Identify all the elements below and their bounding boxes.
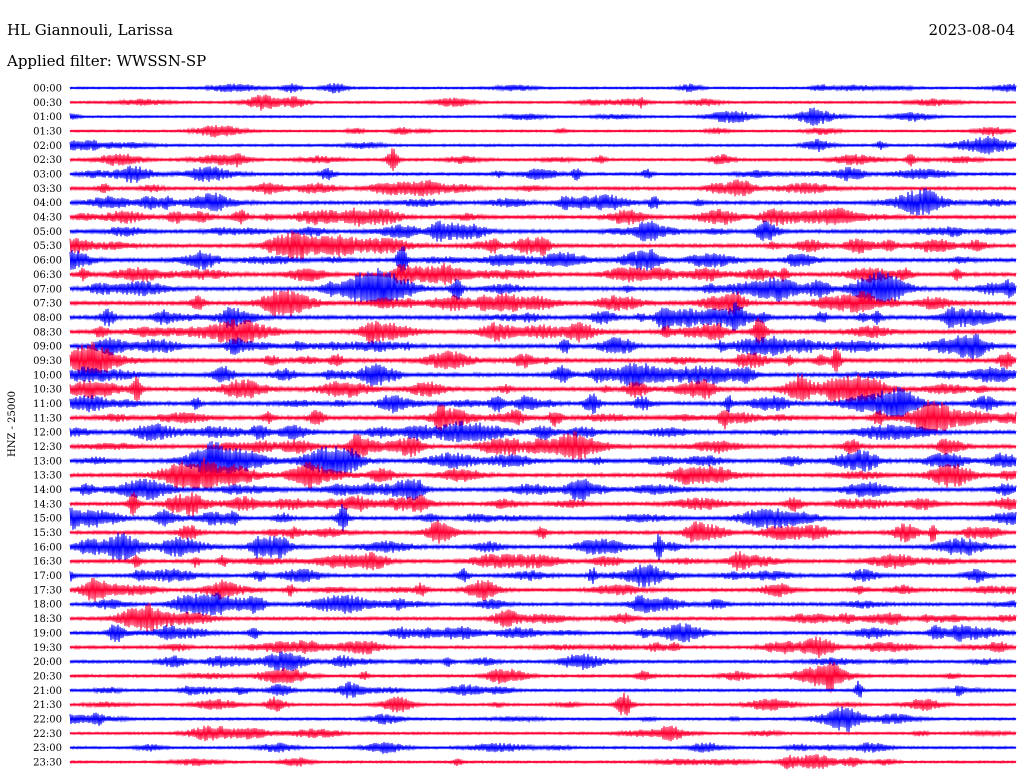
trace-row	[69, 333, 1017, 361]
time-tick-label: 03:00	[33, 170, 62, 181]
time-tick-label: 09:00	[33, 342, 62, 353]
time-tick-label: 16:00	[33, 542, 62, 553]
time-tick-label: 10:00	[33, 370, 62, 381]
filter-label: Applied filter: WWSSN-SP	[6, 52, 206, 70]
trace-row	[69, 592, 1017, 616]
time-tick-label: 06:00	[33, 256, 62, 267]
time-tick-label: 19:00	[33, 628, 62, 639]
trace-row	[69, 262, 1017, 285]
time-tick-label: 03:30	[33, 184, 62, 195]
trace-row	[69, 363, 1017, 389]
time-tick-label: 04:30	[33, 213, 62, 224]
time-tick-label: 07:30	[33, 299, 62, 310]
trace-row	[69, 457, 1017, 491]
time-tick-label: 17:00	[33, 571, 62, 582]
time-tick-label: 14:30	[33, 499, 62, 510]
time-tick-label: 18:00	[33, 600, 62, 611]
time-tick-label: 06:30	[33, 270, 62, 281]
time-tick-label: 08:00	[33, 313, 62, 324]
time-tick-label: 02:30	[33, 155, 62, 166]
trace-row	[69, 373, 1017, 405]
time-tick-label: 08:30	[33, 327, 62, 338]
time-tick-label: 20:00	[33, 657, 62, 668]
time-tick-label: 12:00	[33, 428, 62, 439]
time-tick-label: 19:30	[33, 643, 62, 654]
time-tick-label: 22:30	[33, 729, 62, 740]
trace-row	[69, 577, 1017, 602]
time-tick-label: 21:30	[33, 700, 62, 711]
trace-row	[69, 431, 1017, 462]
time-tick-label: 10:30	[33, 385, 62, 396]
time-tick-label: 11:00	[33, 399, 62, 410]
seismic-traces	[69, 82, 1017, 770]
trace-row	[69, 478, 1017, 502]
time-tick-label: 00:30	[33, 98, 62, 109]
trace-row	[69, 492, 1017, 517]
time-tick-label: 12:30	[33, 442, 62, 453]
time-tick-label: 00:00	[33, 84, 62, 95]
time-tick-label: 11:30	[33, 413, 62, 424]
time-tick-label: 13:30	[33, 471, 62, 482]
time-tick-labels: 00:00 00:30 01:00 01:30 02:00 02:30 03:00 03:30…	[33, 84, 62, 769]
time-tick-label: 22:00	[33, 714, 62, 725]
time-tick-label: 20:30	[33, 671, 62, 682]
time-tick-label: 05:30	[33, 241, 62, 252]
trace-row	[69, 441, 1017, 477]
time-tick-label: 17:30	[33, 585, 62, 596]
time-tick-label: 16:30	[33, 557, 62, 568]
time-tick-label: 15:30	[33, 528, 62, 539]
time-tick-label: 01:00	[33, 112, 62, 123]
trace-row	[69, 661, 1017, 693]
time-tick-label: 15:00	[33, 514, 62, 525]
time-tick-label: 13:00	[33, 456, 62, 467]
time-tick-label: 23:30	[33, 757, 62, 768]
time-tick-label: 18:30	[33, 614, 62, 625]
time-tick-label: 01:30	[33, 127, 62, 138]
time-tick-label: 05:00	[33, 227, 62, 238]
station-title: HL Giannouli, Larissa	[7, 21, 173, 39]
trace-row	[69, 165, 1017, 184]
time-tick-label: 04:00	[33, 198, 62, 209]
time-tick-label: 23:00	[33, 743, 62, 754]
time-tick-label: 07:00	[33, 284, 62, 295]
trace-row	[69, 188, 1017, 216]
time-tick-label: 02:00	[33, 141, 62, 152]
channel-scale-label: HNZ - 25000	[7, 391, 18, 457]
time-tick-label: 14:00	[33, 485, 62, 496]
time-tick-label: 21:00	[33, 686, 62, 697]
date-label: 2023-08-04	[929, 21, 1015, 39]
time-tick-label: 09:30	[33, 356, 62, 367]
